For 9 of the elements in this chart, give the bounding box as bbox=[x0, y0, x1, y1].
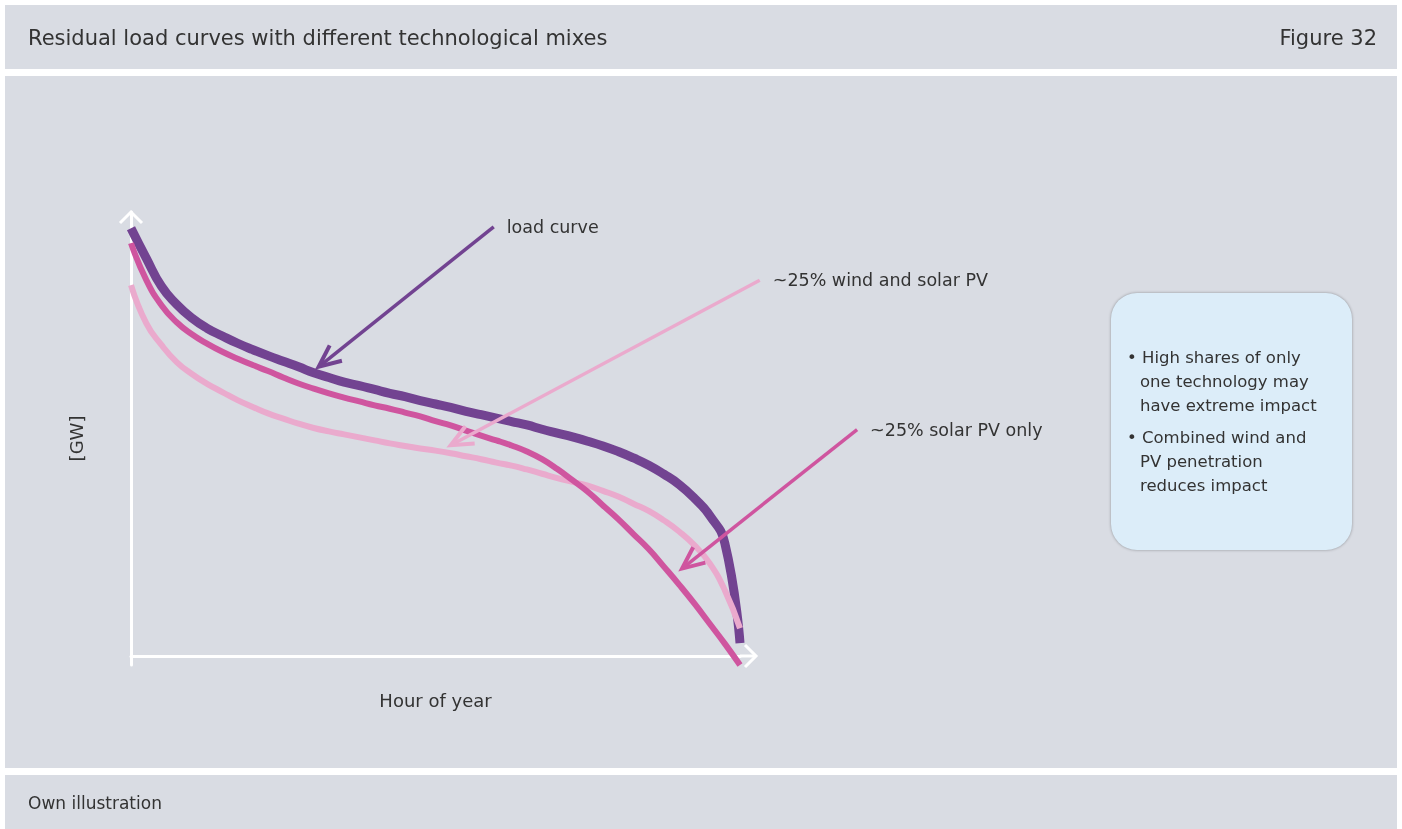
y-axis-title: [GW] bbox=[65, 415, 87, 462]
caption: Figure 32 bbox=[1279, 25, 1377, 52]
x-axis-title: Hour of year bbox=[379, 689, 493, 711]
note-box: • High shares of only one technology may have extreme impact • Combined wind and PV penetration reduces impact bbox=[1111, 293, 1352, 550]
text: load curve bbox=[506, 216, 599, 237]
text: ~25% solar PV only bbox=[870, 419, 1043, 440]
text: ~25% wind and solar PV bbox=[772, 270, 988, 291]
text: Own illustration bbox=[28, 792, 162, 815]
chart-title: Residual load curves with different technological mixes bbox=[28, 25, 608, 52]
